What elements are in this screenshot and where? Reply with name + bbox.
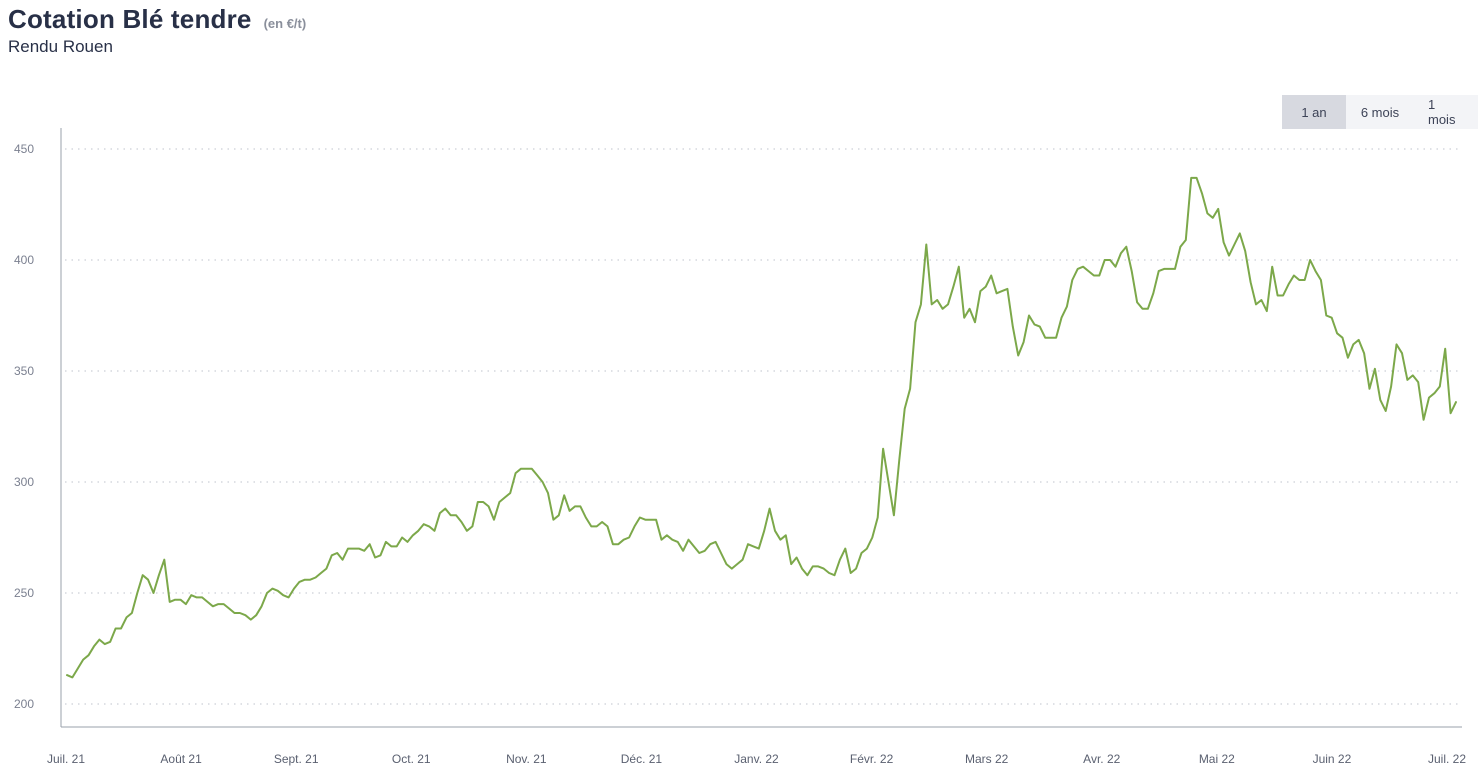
range-button-6-months[interactable]: 6 mois <box>1346 95 1414 129</box>
y-tick-label: 450 <box>14 142 34 156</box>
x-tick-label: Mars 22 <box>965 752 1009 766</box>
x-tick-label: Juil. 22 <box>1428 752 1466 766</box>
x-tick-label: Sept. 21 <box>274 752 319 766</box>
chart-subtitle: Rendu Rouen <box>8 37 113 56</box>
grid-lines <box>65 148 1462 705</box>
y-tick-label: 200 <box>14 697 34 711</box>
x-tick-label: Janv. 22 <box>734 752 779 766</box>
y-tick-label: 300 <box>14 475 34 489</box>
x-tick-label: Juil. 21 <box>47 752 85 766</box>
x-tick-label: Juin 22 <box>1313 752 1352 766</box>
x-tick-label: Mai 22 <box>1199 752 1235 766</box>
y-tick-label: 400 <box>14 253 34 267</box>
series-layer <box>66 176 1457 679</box>
x-tick-label: Déc. 21 <box>621 752 663 766</box>
price-series-line <box>66 176 1457 679</box>
x-tick-label: Avr. 22 <box>1083 752 1120 766</box>
x-tick-label: Août 21 <box>160 752 202 766</box>
y-tick-label: 350 <box>14 364 34 378</box>
x-tick-label: Oct. 21 <box>392 752 431 766</box>
chart-unit: (en €/t) <box>263 16 307 31</box>
y-tick-label: 250 <box>14 586 34 600</box>
chart-title: Cotation Blé tendre <box>8 4 252 34</box>
title-row: Cotation Blé tendre (en €/t) <box>8 4 306 35</box>
y-axis: 200 250 300 350 400 450 <box>14 128 62 727</box>
range-selector: 1 an 6 mois 1 mois <box>1282 95 1478 129</box>
range-button-1-month[interactable]: 1 mois <box>1414 95 1478 129</box>
x-tick-label: Nov. 21 <box>506 752 547 766</box>
range-button-1-year[interactable]: 1 an <box>1282 95 1346 129</box>
x-axis: Juil. 21 Août 21 Sept. 21 Oct. 21 Nov. 21 Déc… <box>47 726 1466 766</box>
chart-header: Cotation Blé tendre (en €/t) Rendu Rouen <box>8 4 306 57</box>
x-tick-label: Févr. 22 <box>850 752 894 766</box>
